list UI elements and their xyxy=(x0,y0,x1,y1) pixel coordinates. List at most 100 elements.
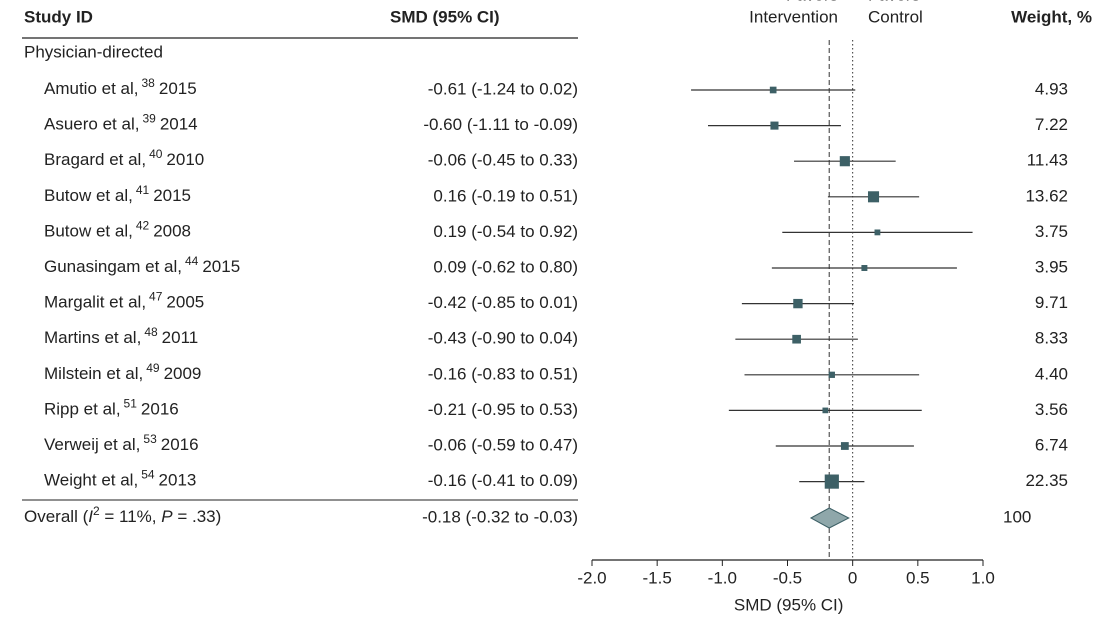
study-name: Butow et al, 41 2015 xyxy=(44,183,191,205)
study-name: Asuero et al, 39 2014 xyxy=(44,112,198,134)
weight-label: 7.22 xyxy=(1035,115,1068,134)
favors-left: Favors xyxy=(786,0,838,4)
header-study: Study ID xyxy=(24,7,93,26)
ci-label: 0.16 (-0.19 to 0.51) xyxy=(433,186,578,205)
overall-weight: 100 xyxy=(1003,507,1031,526)
weight-label: 22.35 xyxy=(1025,471,1068,490)
study-ref: 40 xyxy=(149,147,163,161)
overall-label-part: = .33) xyxy=(173,507,222,526)
study-author: Butow et al, xyxy=(44,186,133,205)
ci-label: -0.16 (-0.41 to 0.09) xyxy=(428,471,578,490)
header-ci: SMD (95% CI) xyxy=(390,7,500,26)
estimate-square xyxy=(824,474,839,489)
study-author: Asuero et al, xyxy=(44,115,139,134)
study-name: Bragard et al, 40 2010 xyxy=(44,147,204,169)
study-year: 2015 xyxy=(202,257,240,276)
estimate-square xyxy=(822,407,829,414)
x-axis-label: SMD (95% CI) xyxy=(734,595,844,614)
study-year: 2015 xyxy=(153,186,191,205)
ci-label: -0.16 (-0.83 to 0.51) xyxy=(428,364,578,383)
study-ref: 39 xyxy=(142,112,156,126)
ci-label: 0.09 (-0.62 to 0.80) xyxy=(433,257,578,276)
study-ref: 44 xyxy=(185,254,199,268)
study-name: Amutio et al, 38 2015 xyxy=(44,76,197,98)
study-year: 2005 xyxy=(166,293,204,312)
estimate-square xyxy=(770,121,779,130)
weight-label: 8.33 xyxy=(1035,329,1068,348)
study-ref: 54 xyxy=(141,468,155,482)
weight-label: 4.93 xyxy=(1035,79,1068,98)
estimate-square xyxy=(793,298,803,309)
study-name: Ripp et al, 51 2016 xyxy=(44,397,179,419)
study-ref: 38 xyxy=(142,76,156,90)
study-name: Weight et al, 54 2013 xyxy=(44,468,196,490)
study-ref: 48 xyxy=(144,325,158,339)
study-ref: 47 xyxy=(149,290,163,304)
study-year: 2008 xyxy=(153,222,191,241)
ci-label: -0.21 (-0.95 to 0.53) xyxy=(428,400,578,419)
x-tick-label: 0.5 xyxy=(906,568,930,587)
group-label: Physician-directed xyxy=(24,42,163,61)
estimate-square xyxy=(867,191,880,203)
ci-label: -0.42 (-0.85 to 0.01) xyxy=(428,293,578,312)
study-year: 2016 xyxy=(141,400,179,419)
weight-label: 4.40 xyxy=(1035,364,1068,383)
study-name: Milstein et al, 49 2009 xyxy=(44,361,201,383)
study-author: Milstein et al, xyxy=(44,364,143,383)
overall-diamond xyxy=(809,507,850,529)
study-author: Ripp et al, xyxy=(44,400,121,419)
study-ref: 53 xyxy=(143,432,157,446)
x-tick-label: -1.5 xyxy=(643,568,672,587)
study-year: 2010 xyxy=(166,151,204,170)
study-year: 2013 xyxy=(159,471,197,490)
overall-label-part: I xyxy=(88,507,93,526)
estimate-square xyxy=(874,229,881,236)
study-name: Martins et al, 48 2011 xyxy=(44,325,198,347)
study-name: Gunasingam et al, 44 2015 xyxy=(44,254,240,276)
study-name: Butow et al, 42 2008 xyxy=(44,219,191,241)
study-ref: 41 xyxy=(136,183,150,197)
ci-label: 0.19 (-0.54 to 0.92) xyxy=(433,222,578,241)
estimate-square xyxy=(861,265,868,271)
study-author: Verweij et al, xyxy=(44,435,140,454)
overall-label-part: P xyxy=(161,507,173,526)
study-author: Gunasingam et al, xyxy=(44,257,182,276)
weight-label: 9.71 xyxy=(1035,293,1068,312)
study-author: Margalit et al, xyxy=(44,293,146,312)
study-year: 2016 xyxy=(161,435,199,454)
study-ref: 42 xyxy=(136,219,150,233)
study-author: Amutio et al, xyxy=(44,79,139,98)
study-year: 2015 xyxy=(159,79,197,98)
study-name: Margalit et al, 47 2005 xyxy=(44,290,204,312)
ci-label: -0.06 (-0.59 to 0.47) xyxy=(428,435,578,454)
estimate-square xyxy=(792,334,801,344)
study-author: Bragard et al, xyxy=(44,151,146,170)
overall-label-part: = 11%, xyxy=(100,507,162,526)
overall-ci-label: -0.18 (-0.32 to -0.03) xyxy=(422,507,578,526)
weight-label: 3.95 xyxy=(1035,257,1068,276)
ci-label: -0.61 (-1.24 to 0.02) xyxy=(428,79,578,98)
favors-left: Intervention xyxy=(749,7,838,26)
study-name: Verweij et al, 53 2016 xyxy=(44,432,199,454)
study-year: 2014 xyxy=(160,115,198,134)
estimate-square xyxy=(769,86,777,94)
x-tick-label: -2.0 xyxy=(577,568,606,587)
estimate-square xyxy=(840,442,849,450)
weight-label: 3.56 xyxy=(1035,400,1068,419)
overall-label-part: 2 xyxy=(93,504,100,518)
study-ref: 51 xyxy=(124,397,138,411)
x-tick-label: -0.5 xyxy=(773,568,802,587)
study-author: Weight et al, xyxy=(44,471,138,490)
study-author: Butow et al, xyxy=(44,222,133,241)
header-weight: Weight, % xyxy=(1011,7,1092,26)
study-year: 2011 xyxy=(162,329,199,348)
weight-label: 11.43 xyxy=(1027,151,1068,170)
overall-label: Overall (I2 = 11%, P = .33) xyxy=(24,504,221,526)
ci-label: -0.06 (-0.45 to 0.33) xyxy=(428,151,578,170)
ci-label: -0.60 (-1.11 to -0.09) xyxy=(423,115,578,134)
x-tick-label: 1.0 xyxy=(971,568,995,587)
ci-label: -0.43 (-0.90 to 0.04) xyxy=(428,329,578,348)
estimate-square xyxy=(828,371,835,378)
weight-label: 6.74 xyxy=(1035,435,1068,454)
